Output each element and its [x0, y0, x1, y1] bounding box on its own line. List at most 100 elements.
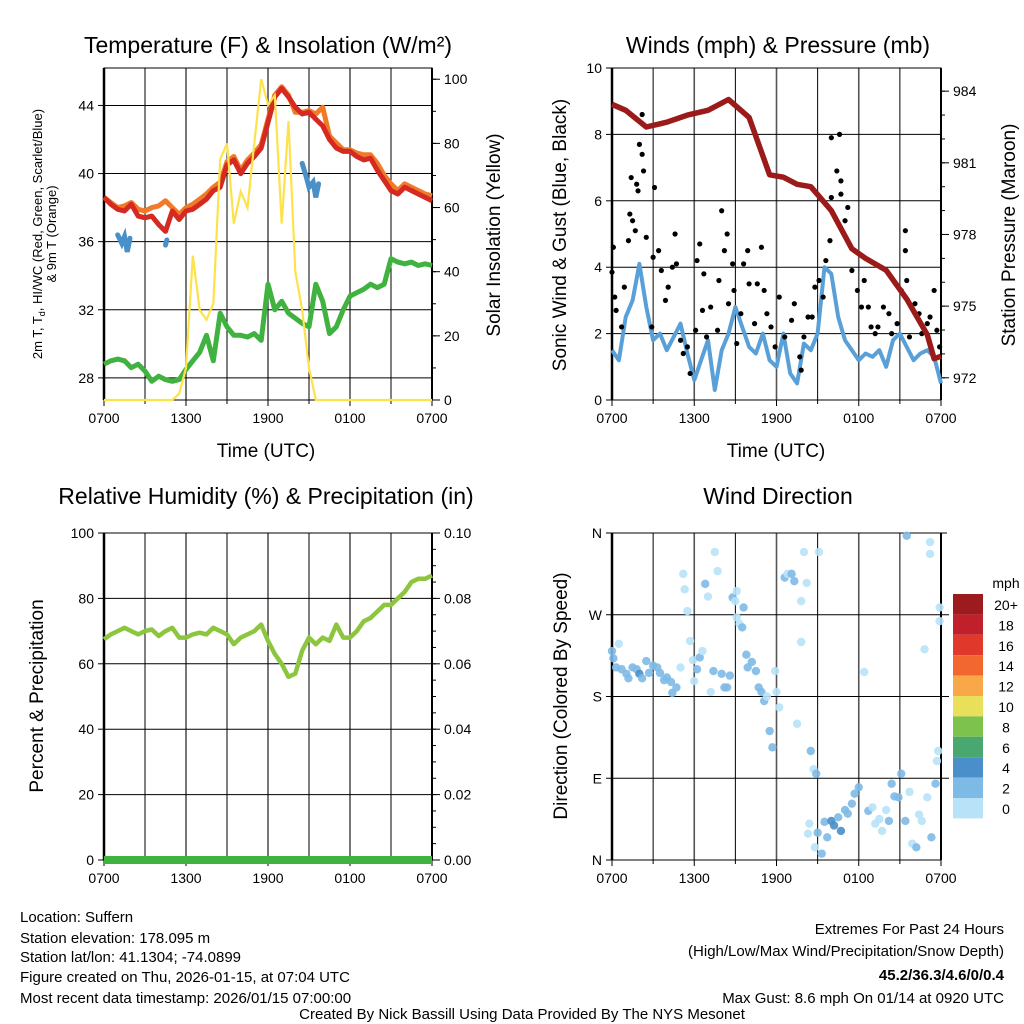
- gust-point: [694, 257, 700, 264]
- legend-label: 8: [1002, 719, 1010, 735]
- gust-point: [828, 194, 834, 201]
- wind-direction-point: [799, 547, 809, 557]
- wind-direction-point: [692, 665, 702, 674]
- gust-point: [618, 324, 625, 330]
- gust-point: [798, 367, 804, 373]
- gust-point: [635, 188, 641, 194]
- gust-point: [610, 244, 616, 250]
- gust-point: [828, 135, 834, 141]
- gust-point: [764, 311, 770, 317]
- legend-label: 12: [998, 679, 1014, 695]
- wind-direction-point: [695, 653, 704, 662]
- gust-point: [725, 301, 732, 307]
- gust-point: [734, 340, 740, 347]
- y-tick-label: W: [589, 607, 603, 623]
- y-axis-label: Sonic Wind & Gust (Blue, Black): [550, 99, 571, 371]
- gust-point: [640, 168, 647, 174]
- panel-title: Temperature (F) & Insolation (W/m²): [84, 32, 452, 58]
- gust-point: [906, 334, 913, 340]
- y2-tick-label: 80: [444, 135, 460, 151]
- panel-title: Winds (mph) & Pressure (mb): [626, 32, 930, 58]
- gust-point: [801, 334, 807, 340]
- wind-direction-point: [931, 779, 940, 788]
- gust-point: [697, 241, 703, 247]
- gust-point: [716, 277, 722, 284]
- wind-direction-point: [725, 671, 735, 680]
- y-axis-label: Direction (Colored By Speed): [551, 572, 572, 819]
- wind-direction-point: [717, 669, 726, 678]
- footer-latlon: Station lat/lon: 41.1304; -74.0899: [20, 949, 241, 966]
- gust-point: [677, 337, 684, 343]
- y2-tick-label: 0: [444, 392, 452, 408]
- x-axis-label: Time (UTC): [217, 441, 316, 462]
- gust-point: [687, 370, 693, 377]
- wind-direction-point: [902, 531, 911, 540]
- gust-point: [703, 334, 710, 340]
- gust-point: [761, 287, 767, 294]
- wind-direction-point: [860, 667, 869, 677]
- wind-direction-point: [713, 566, 722, 576]
- y-tick-label: 60: [78, 656, 94, 672]
- extremes-values: 45.2/36.3/4.6/0/0.4: [879, 967, 1005, 984]
- gust-point: [625, 238, 632, 244]
- credit-text: Created By Nick Bassill Using Data Provi…: [299, 1006, 746, 1023]
- panel-title: Relative Humidity (%) & Precipitation (i…: [58, 483, 473, 509]
- gust-point: [714, 327, 721, 333]
- wind-direction-point: [762, 692, 772, 701]
- legend-label: 0: [1002, 801, 1010, 817]
- gust-point: [632, 228, 638, 234]
- x-tick-label: 1300: [679, 410, 710, 426]
- gust-point: [937, 344, 943, 350]
- wind-direction-point: [772, 687, 781, 697]
- footer-created: Figure created on Thu, 2026-01-15, at 07…: [20, 969, 350, 986]
- wind-direction-point: [875, 814, 884, 824]
- wind-direction-point: [732, 586, 741, 596]
- wind-direction-point: [698, 646, 707, 656]
- y-tick-label: N: [592, 852, 602, 868]
- legend-label: 2: [1002, 781, 1010, 797]
- gust-point: [721, 248, 728, 254]
- gust-point: [701, 271, 707, 277]
- y-tick-label: 32: [78, 302, 94, 318]
- y-tick-label: 100: [71, 525, 95, 541]
- gust-point: [861, 277, 867, 284]
- gust-point: [812, 284, 818, 290]
- wind-direction-point: [739, 603, 748, 612]
- y2-axis-label: Station Pressure (Maroon): [999, 124, 1020, 347]
- gust-point: [628, 174, 634, 181]
- gust-point: [699, 307, 706, 313]
- wind-direction-point: [820, 817, 829, 827]
- wind-direction-point: [787, 569, 796, 579]
- y-tick-label: 6: [594, 193, 602, 209]
- y2-tick-label: 975: [953, 298, 977, 314]
- gust-point: [834, 168, 840, 174]
- y-tick-label: 8: [594, 126, 602, 142]
- legend-swatch: [953, 777, 983, 798]
- gust-point: [836, 131, 843, 137]
- wind-direction-point: [607, 646, 617, 656]
- wind-direction-point: [894, 793, 903, 802]
- gust-point: [719, 208, 725, 214]
- wind-direction-point: [637, 674, 647, 683]
- x-tick-label: 1300: [170, 870, 201, 886]
- legend-label: 4: [1002, 760, 1010, 776]
- wind-direction-point: [803, 829, 813, 838]
- wind-direction-point: [609, 654, 618, 663]
- wind-direction-point: [701, 579, 710, 589]
- wind-direction-point: [709, 666, 718, 676]
- gust-point: [797, 354, 803, 360]
- legend-swatch: [953, 675, 983, 696]
- gust-point: [629, 218, 636, 224]
- series-wind-speed-line: [610, 261, 943, 392]
- gust-point: [842, 218, 848, 224]
- wind-direction-point: [731, 596, 740, 606]
- gust-point: [741, 261, 747, 267]
- gust-point: [845, 204, 851, 211]
- wind-direction-point: [768, 743, 777, 752]
- gust-point: [772, 344, 778, 350]
- wind-direction-point: [813, 828, 822, 837]
- x-tick-label: 0100: [334, 870, 365, 886]
- gust-point: [634, 181, 640, 187]
- legend-label: 16: [998, 638, 1014, 654]
